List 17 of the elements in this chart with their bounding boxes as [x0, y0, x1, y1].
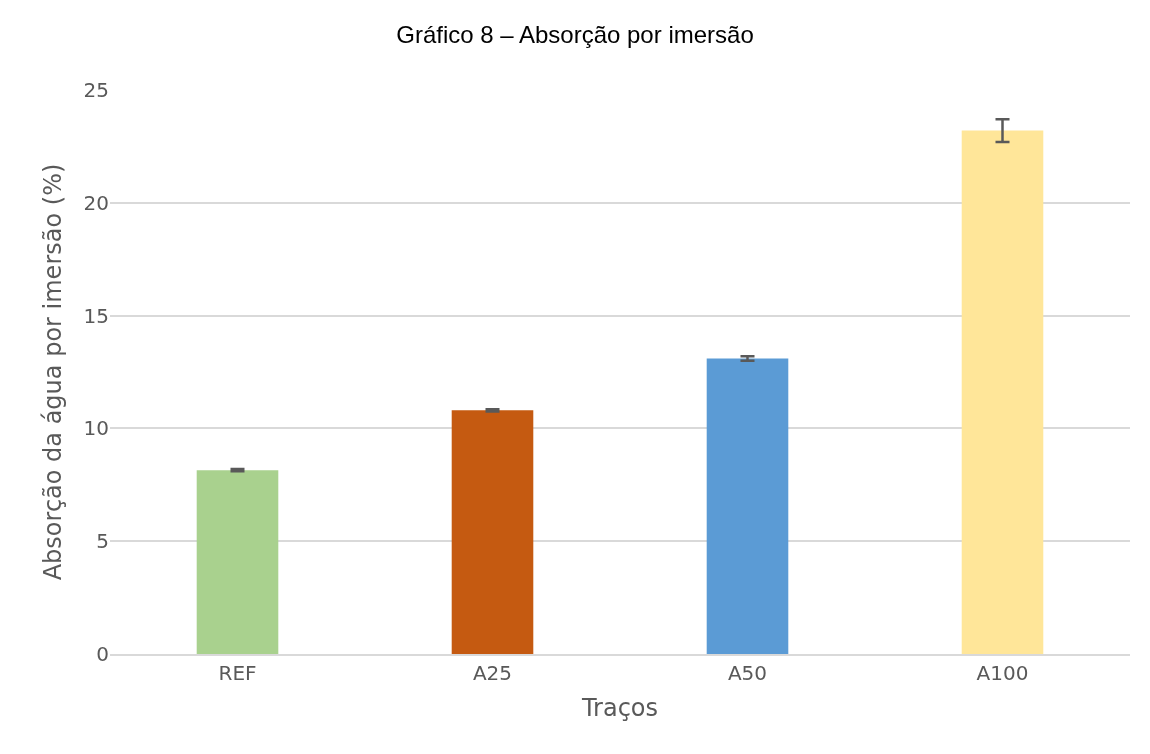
y-tick-label: 25 [83, 78, 109, 102]
bar [451, 410, 534, 654]
x-tick-label: A50 [727, 661, 768, 685]
bar [706, 358, 789, 654]
bar [196, 470, 279, 654]
bar [961, 130, 1044, 654]
y-tick-label: 15 [83, 303, 109, 328]
x-tick-label: A100 [976, 661, 1029, 685]
y-tick-label: 20 [83, 190, 109, 215]
chart-title: Gráfico 8 – Absorção por imersão [396, 21, 754, 49]
y-tick-label: 0 [96, 642, 109, 666]
y-tick-label: 5 [96, 529, 109, 554]
y-axis-title: Absorção da água por imersão (%) [38, 163, 67, 581]
x-tick-label: REF [218, 661, 257, 685]
y-tick-label: 10 [83, 416, 109, 441]
x-tick-label: A25 [472, 661, 513, 685]
x-axis-title: Traços [580, 693, 659, 722]
